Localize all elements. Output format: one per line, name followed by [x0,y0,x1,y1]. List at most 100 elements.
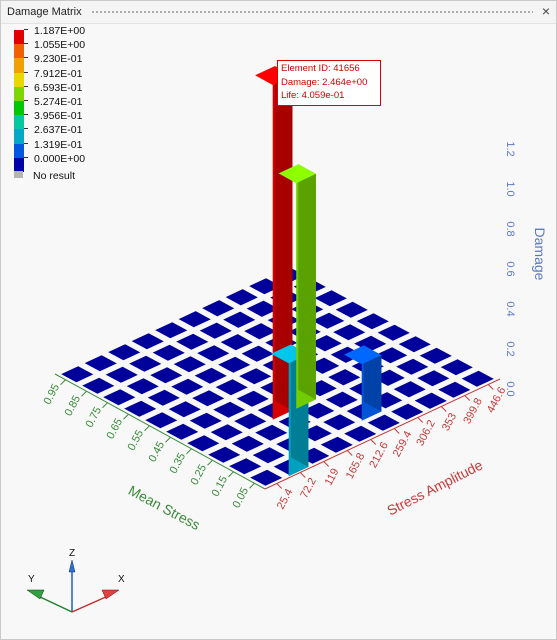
matrix-cell [398,336,431,353]
matrix-cell [438,381,471,398]
legend-tick [24,99,28,101]
matrix-cell [309,335,342,352]
graphics-viewport[interactable]: 0.05 0.15 0.25 0.35 0.45 0.55 0.65 0.75 0.85 0.95… [2,24,556,639]
mean-stress-tick [144,425,150,432]
legend-label: 1.319E-01 [34,138,83,151]
mean-stress-axis-title: Mean Stress [126,482,203,533]
matrix-cell [419,347,452,364]
damage-tick-label: 0.4 [504,301,516,316]
matrix-cell [145,412,178,429]
damage-bar [344,345,382,421]
triad-y-label: Y [28,574,35,585]
stress-amplitude-tick [487,384,494,390]
damage-tick-label: 1.0 [504,181,516,196]
matrix-cell [155,322,188,339]
damage-bar-side-face [363,345,382,412]
matrix-cell [375,347,408,364]
stress-amplitude-tick [323,461,330,467]
matrix-cell [171,378,204,395]
legend-tick [24,85,28,87]
mean-stress-tick [123,413,129,420]
legend-tick [24,29,28,30]
stress-amplitude-axis-title: Stress Amplitude [384,456,485,518]
matrix-cell [323,414,356,431]
damage-bar-side-face [274,66,293,411]
matrix-cell [61,366,94,383]
triad-x-axis [71,595,109,613]
legend-label: 0.000E+00 [34,152,86,165]
damage-matrix-chart[interactable]: 0.050.150.250.350.450.550.650.750.850.95… [2,24,556,639]
damage-tick-label: 0.8 [504,221,516,236]
matrix-cell [255,424,288,441]
legend-swatch [14,143,24,158]
stress-amplitude-tick [393,428,400,434]
mean-stress-tick-label: 0.65 [105,417,126,442]
matrix-cell [356,313,389,330]
stress-amplitude-tick-label: 165.8 [344,451,368,481]
legend-label: 3.956E-01 [34,110,83,123]
legend-tick [24,142,28,144]
probe-element-id: Element ID: 41656 [281,63,360,74]
legend-no-result: No result [14,170,75,182]
mean-stress-tick [165,436,171,443]
legend-label: 1.187E+00 [34,25,86,37]
probe-damage: Damage: 2.464e+00 [281,76,368,88]
legend-label: 1.055E+00 [34,39,86,52]
matrix-cell [239,368,272,385]
legend-label: 7.912E-01 [34,67,83,80]
mean-stress-tick [228,471,234,478]
legend-swatch [14,44,24,59]
matrix-cell [129,355,162,372]
legend-tick [24,114,28,116]
stress-amplitude-tick [417,417,424,423]
close-icon[interactable]: × [541,3,551,19]
matrix-cell [82,377,115,394]
matrix-cell [194,367,227,384]
matrix-cell [335,301,368,318]
matrix-cell [187,435,220,452]
matrix-cell [225,289,258,306]
damage-bar-side-face [298,164,316,400]
damage-tick-label: 0.0 [504,381,516,396]
stress-amplitude-tick-label: 399.8 [461,396,485,426]
matrix-cell [176,333,209,350]
legend-tick [24,43,28,45]
matrix-cell [312,312,345,329]
matrix-cell [208,446,241,463]
stress-amplitude-tick-label: 212.6 [367,440,391,470]
mean-stress-tick [102,402,108,409]
probe-life: Life: 4.059e-01 [281,90,345,101]
triad-x-arrow [101,589,120,600]
stress-amplitude-tick [276,483,283,489]
legend-swatch [14,100,24,116]
mean-stress-tick [186,448,192,455]
mean-stress-tick [207,459,213,466]
matrix-cell [108,344,141,361]
matrix-cell [218,356,251,373]
matrix-cell [328,369,361,386]
matrix-cell [124,400,157,417]
stress-amplitude-tick [299,472,306,478]
mean-stress-axis-line [54,373,266,490]
matrix-cell [250,469,283,486]
drag-handle[interactable] [91,10,533,15]
orientation-triad: Z X Y [26,548,125,613]
mean-stress-tick-label: 0.25 [189,463,210,488]
matrix-cell [231,435,264,452]
triad-x-label: X [118,574,125,585]
matrix-cell [150,367,183,384]
matrix-cell [320,436,353,453]
mean-stress-tick [81,390,87,397]
matrix-cell [302,402,335,419]
stress-amplitude-tick [346,450,353,456]
matrix-cell [234,413,267,430]
matrix-cell [215,379,248,396]
legend-label: 9.230E-01 [34,53,83,66]
matrix-cell [391,403,424,420]
triad-y-arrow [26,589,45,600]
matrix-cell [396,358,429,375]
mean-stress-tick-label: 0.55 [126,428,147,453]
title-bar[interactable]: Damage Matrix × [1,1,556,24]
damage-bars [255,66,382,477]
legend-swatch [14,58,24,73]
